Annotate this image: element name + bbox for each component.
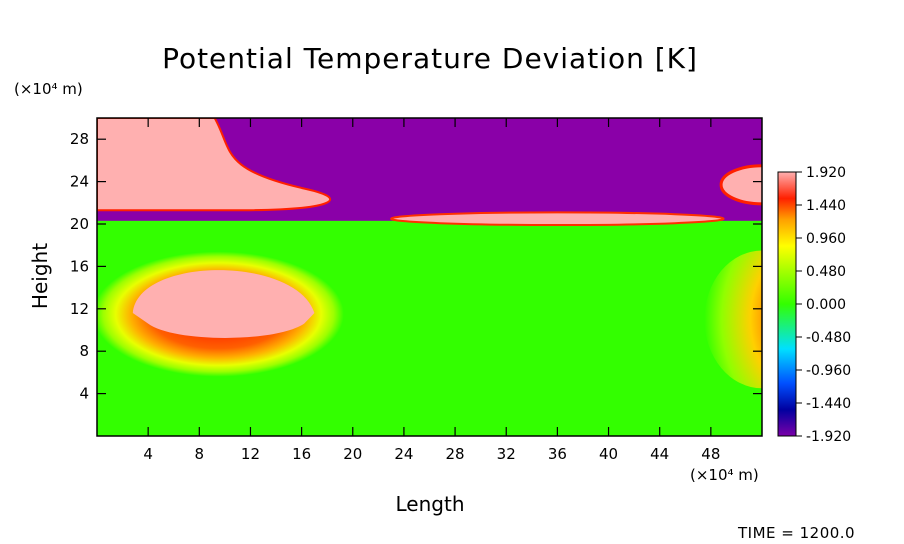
x-tick-label: 4 (143, 445, 153, 463)
y-tick-label: 4 (79, 385, 89, 403)
x-tick-label: 40 (599, 445, 618, 463)
x-ticks: 4 8 12 16 20 24 28 32 36 40 44 48 (143, 118, 720, 463)
x-tick-label: 48 (701, 445, 720, 463)
colorbar-tick-label: 0.000 (806, 297, 846, 313)
colorbar-tick-label: 1.440 (806, 198, 846, 214)
x-tick-label: 16 (292, 445, 311, 463)
colorbar (777, 171, 797, 437)
inversion-band (390, 211, 725, 227)
x-axis-unit: (×10⁴ m) (690, 466, 759, 484)
x-tick-label: 32 (497, 445, 516, 463)
chart-title: Potential Temperature Deviation [K] (162, 42, 698, 75)
colorbar-ticks: 1.920 1.440 0.960 0.480 0.000 -0.480 -0.960 -1.… (796, 165, 851, 445)
y-tick-label: 16 (70, 257, 89, 275)
y-tick-label: 12 (70, 300, 89, 318)
x-tick-label: 36 (548, 445, 567, 463)
y-tick-label: 28 (70, 130, 89, 148)
x-tick-label: 8 (195, 445, 205, 463)
x-tick-label: 24 (394, 445, 413, 463)
y-tick-label: 20 (70, 215, 89, 233)
colorbar-tick-label: -0.480 (806, 330, 851, 346)
colorbar-tick-label: 0.960 (806, 231, 846, 247)
x-tick-label: 20 (343, 445, 362, 463)
time-label: TIME = 1200.0 (738, 524, 856, 542)
right-boundary-anomaly (704, 250, 762, 389)
colorbar-tick-label: -0.960 (806, 363, 851, 379)
y-ticks: 4 8 12 16 20 24 28 (70, 130, 762, 403)
colorbar-tick-label: -1.440 (806, 396, 851, 412)
warm-upper-region (97, 118, 332, 212)
x-tick-label: 44 (650, 445, 669, 463)
x-axis-label: Length (395, 492, 465, 516)
colorbar-tick-label: -1.920 (806, 429, 851, 445)
plot-field (97, 118, 762, 436)
y-axis-unit: (×10⁴ m) (14, 80, 83, 98)
x-tick-label: 12 (241, 445, 260, 463)
colorbar-tick-label: 0.480 (806, 264, 846, 280)
y-tick-label: 8 (79, 342, 89, 360)
warm-bubble-core (132, 270, 315, 338)
plot-frame (96, 117, 763, 437)
colorbar-tick-label: 1.920 (806, 165, 846, 181)
x-tick-label: 28 (446, 445, 465, 463)
y-tick-label: 24 (70, 173, 89, 191)
